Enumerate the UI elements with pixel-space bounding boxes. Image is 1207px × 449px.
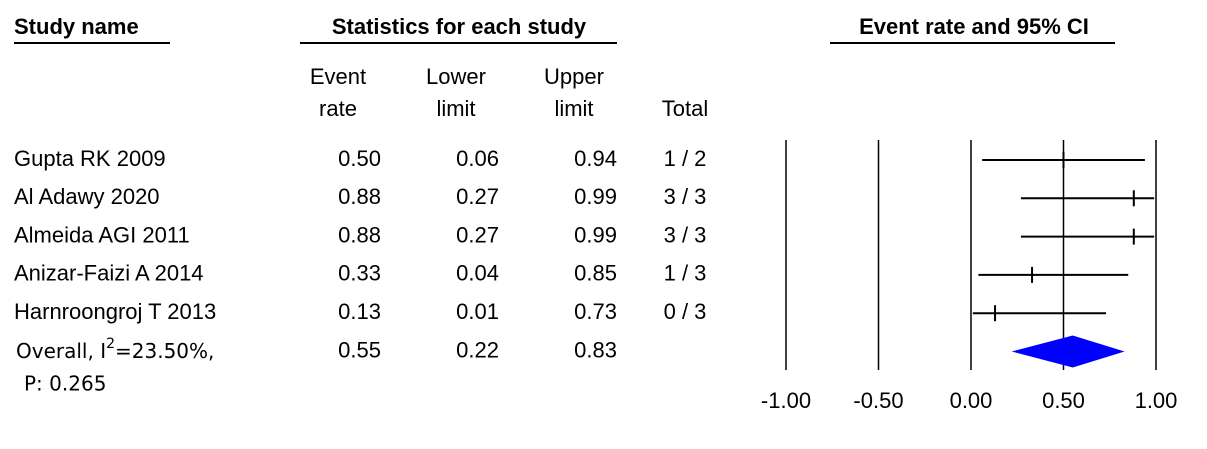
stat-value: 0.99 [574, 222, 617, 247]
column-header: Event [310, 64, 366, 89]
study-name: Harnroongroj T 2013 [14, 299, 216, 324]
stat-value: 0.83 [574, 337, 617, 362]
stat-value: 0.85 [574, 261, 617, 286]
column-header: limit [554, 96, 593, 121]
overall-label: Overall, I2=23.50%, [16, 336, 214, 363]
total: 3 / 3 [664, 222, 707, 247]
stat-value: 0.73 [574, 299, 617, 324]
stat-value: 0.55 [338, 337, 381, 362]
column-header: Lower [426, 64, 486, 89]
x-tick-label: 0.00 [950, 388, 993, 413]
header-stats: Statistics for each study [332, 14, 587, 39]
x-tick-label: -1.00 [761, 388, 811, 413]
total: 1 / 2 [664, 146, 707, 171]
stat-value: 0.27 [456, 222, 499, 247]
study-name: Almeida AGI 2011 [14, 222, 190, 247]
stat-value: 0.04 [456, 261, 499, 286]
stat-value: 0.33 [338, 261, 381, 286]
stat-value: 0.06 [456, 146, 499, 171]
stat-value: 0.13 [338, 299, 381, 324]
stat-value: 0.99 [574, 184, 617, 209]
column-header: Upper [544, 64, 604, 89]
stat-value: 0.88 [338, 222, 381, 247]
header-study: Study name [14, 14, 139, 39]
total: 3 / 3 [664, 184, 707, 209]
x-tick-label: 0.50 [1042, 388, 1085, 413]
stat-value: 0.50 [338, 146, 381, 171]
study-name: Anizar-Faizi A 2014 [14, 261, 204, 286]
stat-value: 0.88 [338, 184, 381, 209]
study-name: Gupta RK 2009 [14, 146, 166, 171]
overall-diamond [1011, 335, 1125, 368]
stat-value: 0.94 [574, 146, 617, 171]
stat-value: 0.01 [456, 299, 499, 324]
stat-value: 0.27 [456, 184, 499, 209]
total: 1 / 3 [664, 261, 707, 286]
x-tick-label: 1.00 [1135, 388, 1178, 413]
column-header: rate [319, 96, 357, 121]
overall-p: P: 0.265 [24, 372, 106, 396]
stat-value: 0.22 [456, 337, 499, 362]
study-name: Al Adawy 2020 [14, 184, 160, 209]
column-header: limit [436, 96, 475, 121]
column-header: Total [662, 96, 708, 121]
header-plot: Event rate and 95% CI [859, 14, 1089, 39]
x-tick-label: -0.50 [853, 388, 903, 413]
total: 0 / 3 [664, 299, 707, 324]
